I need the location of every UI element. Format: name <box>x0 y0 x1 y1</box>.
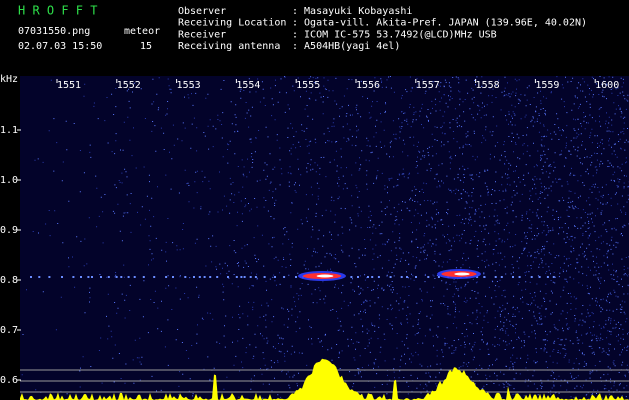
y-label: 0.9 <box>0 225 18 236</box>
y-label: 1.1 <box>0 125 18 136</box>
field-value: : ICOM IC-575 53.7492(@LCD)MHz USB <box>292 29 497 40</box>
timestamp: 02.07.03 15:50 <box>18 41 102 52</box>
file-name: 07031550.png <box>18 26 90 37</box>
y-label: 0.6 <box>0 375 18 386</box>
field-label: Receiver <box>178 29 226 40</box>
x-label: 1553 <box>177 80 201 91</box>
meteor-label: meteor <box>124 26 160 37</box>
x-label: 1556 <box>356 80 380 91</box>
y-label: 1.0 <box>0 175 18 186</box>
field-value: : Ogata-vill. Akita-Pref. JAPAN (139.96E… <box>292 18 587 29</box>
x-label: 1558 <box>476 80 500 91</box>
x-label: 1555 <box>296 80 320 91</box>
field-label: Observer <box>178 6 226 17</box>
x-label: 1554 <box>236 80 260 91</box>
x-label: 1557 <box>416 80 440 91</box>
program-name: H R O F F T <box>18 4 97 18</box>
spectrogram-area <box>20 76 629 400</box>
y-label: 0.7 <box>0 325 18 336</box>
x-label: 1552 <box>117 80 141 91</box>
signal-trace <box>30 276 555 278</box>
y-unit: kHz <box>0 74 18 85</box>
field-value: : Masayuki Kobayashi <box>292 6 412 17</box>
x-label: 1551 <box>57 80 81 91</box>
meteor-count: 15 <box>140 41 152 52</box>
noise <box>21 76 629 400</box>
activity-histogram <box>20 358 629 400</box>
meteor-echo <box>454 272 470 276</box>
meteor-echo <box>316 274 334 278</box>
y-label: 0.8 <box>0 275 18 286</box>
noise-dots <box>21 76 629 400</box>
field-label: Receiving antenna <box>178 41 280 52</box>
x-label: 1559 <box>535 80 559 91</box>
field-value: : A504HB(yagi 4el) <box>292 41 400 52</box>
x-label: 1600 <box>595 80 619 91</box>
field-label: Receiving Location <box>178 18 286 29</box>
